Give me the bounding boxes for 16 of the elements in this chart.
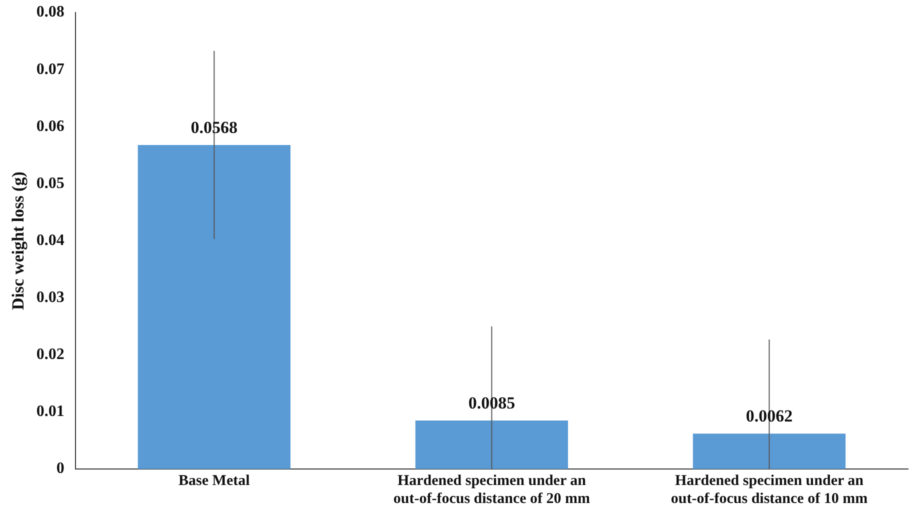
- y-tick-label: 0.01: [36, 403, 64, 420]
- x-tick-label: Base Metal: [178, 472, 250, 489]
- y-axis-title: Disc weight loss (g): [8, 172, 28, 310]
- y-tick-label: 0.04: [36, 232, 64, 249]
- bar: [138, 144, 290, 469]
- y-tick-label: 0.03: [36, 288, 64, 306]
- bar: [415, 420, 568, 469]
- x-tick-label: Hardened specimen under an out-of-focus distance of 10 mm: [670, 472, 868, 507]
- bar: [692, 434, 846, 469]
- y-tick-label: 0.08: [36, 4, 64, 21]
- y-tick-label: 0.05: [36, 174, 64, 192]
- x-tick-label: Hardened specimen under an out-of-focus distance of 20 mm: [393, 472, 591, 507]
- y-tick-label: 0.02: [36, 346, 64, 364]
- y-tick-label: 0.07: [36, 60, 64, 78]
- y-tick-label: 0.06: [36, 118, 64, 135]
- y-tick-label: 0: [56, 460, 64, 478]
